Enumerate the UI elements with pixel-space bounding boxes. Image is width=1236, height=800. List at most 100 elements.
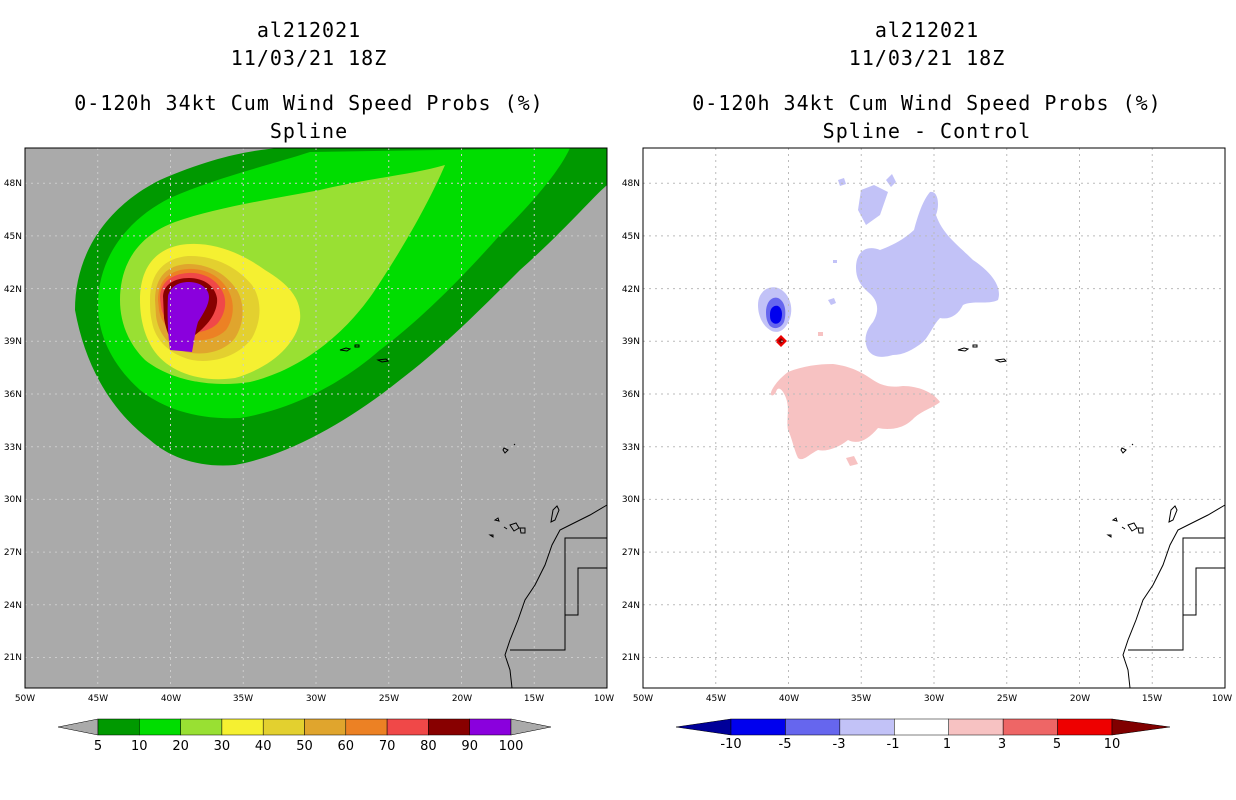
diff-contour-pos-1-3 [818, 332, 823, 336]
diff-contour-neg-1-3 [886, 174, 896, 187]
left-lat-label: 21N [4, 653, 22, 663]
right-colorbar: -10 -5 -3 -1 1 3 5 10 [675, 718, 1171, 752]
diff-contour-neg-1-3 [838, 178, 846, 186]
right-lon-label: 35W [851, 694, 871, 704]
left-colorbar: 5 10 20 30 40 50 60 70 80 90 100 [57, 718, 552, 754]
right-cbar-label: -1 [887, 737, 900, 752]
left-lat-label: 36N [4, 390, 22, 400]
diff-contour-neg-1-3 [858, 185, 888, 225]
right-panel: al212021 11/03/21 18Z 0-120h 34kt Cum Wi… [618, 0, 1236, 800]
left-panel: al212021 11/03/21 18Z 0-120h 34kt Cum Wi… [4, 18, 614, 754]
left-lat-label: 27N [4, 548, 22, 558]
right-lat-label: 48N [622, 179, 640, 189]
right-cbar-label: 5 [1053, 737, 1061, 752]
left-colorbar-box [180, 718, 223, 736]
left-cbar-label: 70 [379, 739, 396, 754]
right-lon-labels: 50W 45W 40W 35W 30W 25W 20W 15W 10W [633, 694, 1232, 704]
left-lon-labels: 50W 45W 40W 35W 30W 25W 20W 15W 10W [15, 694, 614, 704]
left-colorbar-box [386, 718, 429, 736]
left-lon-label: 25W [379, 694, 399, 704]
right-cbar-label: -10 [720, 737, 741, 752]
right-cbar-label: 3 [998, 737, 1006, 752]
left-product-title: 0-120h 34kt Cum Wind Speed Probs (%) [74, 91, 544, 115]
left-subtitle: Spline [269, 119, 349, 143]
diff-contour-neg-1-3 [833, 260, 837, 263]
right-datetime: 11/03/21 18Z [848, 46, 1006, 70]
right-lat-label: 39N [622, 337, 640, 347]
right-lon-label: 20W [1070, 694, 1090, 704]
left-colorbar-box [262, 718, 305, 736]
right-coastlines [957, 344, 1226, 689]
right-colorbar-low-arrow [675, 718, 732, 736]
left-colorbar-box [345, 718, 388, 736]
left-colorbar-box [304, 718, 347, 736]
left-lat-labels: 48N 45N 42N 39N 36N 33N 30N 27N 24N 21N [4, 179, 22, 663]
right-lon-label: 10W [1212, 694, 1232, 704]
left-colorbar-box [139, 718, 181, 736]
right-colorbar-box [839, 718, 895, 736]
right-map-plot: 48N 45N 42N 39N 36N 33N 30N 27N 24N 21N … [622, 147, 1232, 704]
right-colorbar-box [894, 718, 949, 736]
right-cbar-label: -3 [833, 737, 846, 752]
right-colorbar-boxes [675, 718, 1171, 736]
left-cbar-label: 60 [338, 739, 355, 754]
right-lon-label: 45W [706, 694, 726, 704]
left-grid [25, 148, 607, 688]
left-lon-label: 15W [524, 694, 544, 704]
left-cbar-label: 10 [131, 739, 148, 754]
right-colorbar-box [785, 718, 841, 736]
right-lon-label: 25W [997, 694, 1017, 704]
left-map-frame [24, 147, 608, 689]
left-lat-label: 45N [4, 232, 22, 242]
right-lon-label: 30W [924, 694, 944, 704]
left-lat-label: 48N [4, 179, 22, 189]
right-storm-id: al212021 [874, 18, 980, 42]
left-lat-label: 24N [4, 601, 22, 611]
right-lat-label: 21N [622, 653, 640, 663]
right-subtitle: Spline - Control [822, 119, 1032, 143]
right-lon-label: 50W [633, 694, 653, 704]
diff-contour-neg-1-3 [956, 263, 970, 273]
left-lon-label: 10W [594, 694, 614, 704]
left-lon-label: 40W [161, 694, 181, 704]
right-lat-label: 30N [622, 495, 640, 505]
right-grid [643, 148, 1225, 688]
left-datetime: 11/03/21 18Z [230, 46, 388, 70]
right-cbar-label: 10 [1104, 737, 1121, 752]
left-cbar-label: 100 [499, 739, 524, 754]
right-lat-label: 36N [622, 390, 640, 400]
left-colorbar-boxes [97, 718, 512, 736]
right-lat-label: 42N [622, 285, 640, 295]
left-cbar-label: 50 [296, 739, 313, 754]
right-lon-label: 15W [1142, 694, 1162, 704]
right-colorbar-box [730, 718, 786, 736]
right-colorbar-box [948, 718, 1004, 736]
left-colorbar-box [428, 718, 470, 736]
left-colorbar-box [469, 718, 512, 736]
right-colorbar-high-arrow [1111, 718, 1171, 736]
left-map-svg: 48N 45N 42N 39N 36N 33N 30N 27N 24N 21N … [4, 147, 614, 754]
left-cbar-label: 30 [214, 739, 231, 754]
right-lat-label: 45N [622, 232, 640, 242]
left-colorbar-labels: 5 10 20 30 40 50 60 70 80 90 100 [94, 739, 524, 754]
left-lat-label: 39N [4, 337, 22, 347]
right-cbar-label: 1 [943, 737, 951, 752]
left-cbar-label: 20 [172, 739, 189, 754]
left-coastlines [339, 344, 608, 689]
left-lon-label: 20W [452, 694, 472, 704]
diff-contour-neg-1-3 [828, 298, 836, 305]
right-lat-label: 33N [622, 443, 640, 453]
left-lat-label: 33N [4, 443, 22, 453]
left-cbar-label: 5 [94, 739, 102, 754]
left-lat-label: 42N [4, 285, 22, 295]
left-storm-id: al212021 [256, 18, 362, 42]
prob-contour-90 [167, 282, 209, 352]
right-colorbar-box [1057, 718, 1113, 736]
left-map-plot: 48N 45N 42N 39N 36N 33N 30N 27N 24N 21N … [4, 147, 614, 704]
right-map-frame [642, 147, 1226, 689]
left-lon-label: 45W [88, 694, 108, 704]
diff-contour-pos-1-3 [846, 456, 858, 466]
right-cbar-label: -5 [779, 737, 792, 752]
diff-contour-neg-1-3 [856, 191, 999, 357]
left-colorbar-low-arrow [57, 718, 99, 736]
